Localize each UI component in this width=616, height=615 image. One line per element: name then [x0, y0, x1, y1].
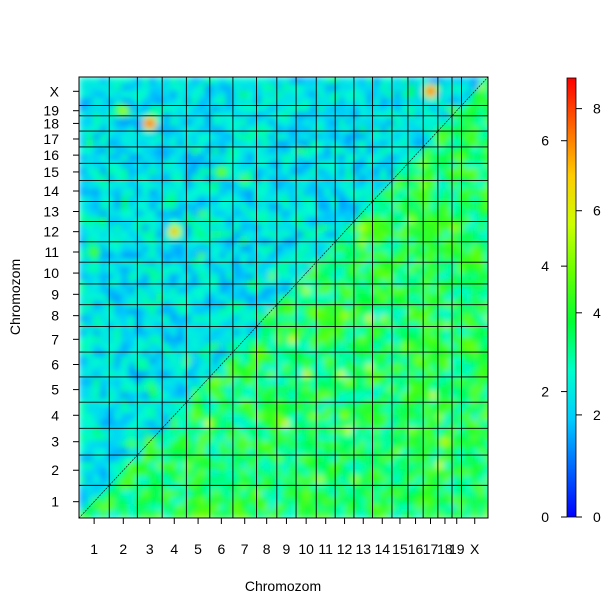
x-tick-label: 1 [90, 541, 98, 557]
x-tick-label: 11 [318, 541, 333, 557]
x-tick-label: 13 [355, 541, 371, 557]
y-tick-label: 15 [43, 164, 59, 180]
y-tick-label: 5 [51, 382, 59, 398]
colorbar-right-label: 2 [593, 407, 601, 423]
x-tick-label: 2 [119, 541, 127, 557]
diagonal-line [78, 76, 489, 519]
x-tick-label: 19 [449, 541, 465, 557]
x-tick-label: 17 [423, 541, 439, 557]
x-tick-label: 3 [146, 541, 154, 557]
colorbar-left-label: 6 [541, 133, 549, 149]
x-tick-label: 18 [437, 541, 453, 557]
x-tick-label: 8 [263, 541, 271, 557]
y-tick-label: 18 [43, 115, 59, 131]
chromosome-grid [79, 77, 488, 518]
y-tick-label: 3 [51, 434, 59, 450]
y-tick-label: 7 [51, 331, 59, 347]
colorbar-gradient [566, 77, 577, 518]
y-tick-label: 17 [43, 131, 59, 147]
colorbar-right-scale: 0 2 4 6 8 [576, 101, 601, 525]
x-tick-label: 9 [283, 541, 291, 557]
y-tick-label: 13 [43, 204, 59, 220]
colorbar-left-label: 0 [541, 509, 549, 525]
y-tick-label: 19 [43, 103, 59, 119]
x-tick-label: 14 [374, 541, 390, 557]
y-tick-label: 9 [51, 286, 59, 302]
y-tick-label: 11 [44, 244, 59, 260]
y-tick-label: 4 [51, 407, 59, 423]
x-tick-label: 6 [217, 541, 225, 557]
colorbar-left-label: 2 [541, 384, 549, 400]
plot-frame [78, 76, 489, 519]
x-tick-label: X [470, 541, 480, 557]
colorbar-left-label: 4 [541, 258, 549, 274]
colorbar-right-label: 0 [593, 509, 601, 525]
colorbar-left-scale: 0 2 4 6 [541, 133, 567, 525]
y-axis-title: Chromozom [7, 259, 23, 335]
x-tick-label: 15 [392, 541, 408, 557]
y-tick-label: 14 [43, 183, 59, 199]
y-tick-label: X [50, 83, 60, 99]
x-tick-label: 7 [241, 541, 249, 557]
colorbar: 0 2 4 6 0 2 4 6 8 [541, 77, 601, 525]
colorbar-right-label: 4 [593, 305, 601, 321]
y-tick-label: 6 [51, 357, 59, 373]
x-tick-label: 12 [337, 541, 353, 557]
colorbar-right-label: 8 [593, 101, 601, 117]
y-tick-label: 16 [43, 147, 59, 163]
x-tick-label: 16 [408, 541, 424, 557]
y-tick-label: 2 [51, 462, 59, 478]
x-tick-label: 10 [298, 541, 314, 557]
x-tick-label: 5 [194, 541, 202, 557]
y-tick-label: 8 [51, 308, 59, 324]
x-axis-title: Chromozom [245, 578, 321, 594]
y-tick-label: 10 [43, 265, 59, 281]
x-tick-label: 4 [170, 541, 178, 557]
y-tick-label: 12 [43, 224, 59, 240]
y-tick-label: 1 [51, 494, 59, 510]
colorbar-right-label: 6 [593, 203, 601, 219]
